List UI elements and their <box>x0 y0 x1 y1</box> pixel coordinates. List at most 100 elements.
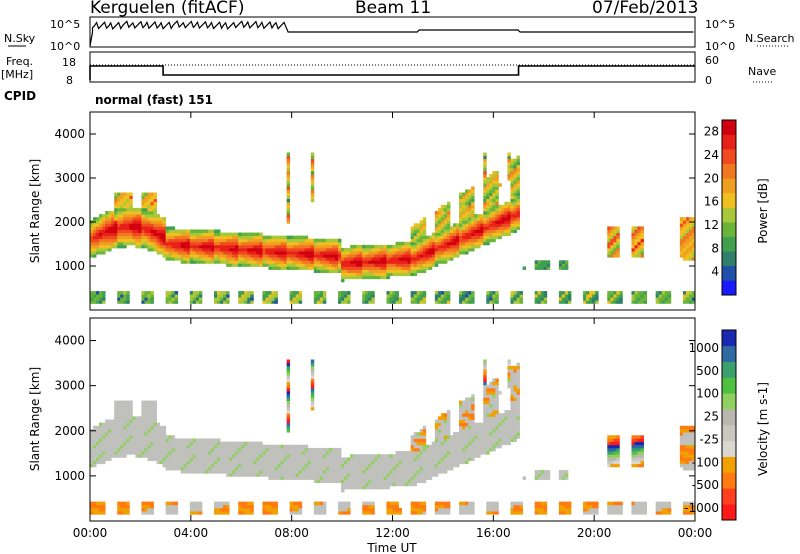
power-cell <box>365 275 369 280</box>
velocity-cell <box>168 441 173 446</box>
power-cell <box>522 266 526 270</box>
power-cell <box>226 235 230 240</box>
velocity-cell <box>129 438 133 443</box>
power-cell <box>616 241 620 246</box>
velocity-cell <box>443 460 448 465</box>
power-cell <box>513 297 517 301</box>
power-cell <box>114 238 118 243</box>
power-cell <box>371 244 375 249</box>
velocity-cell <box>156 438 160 443</box>
power-cell <box>259 260 263 264</box>
velocity-cell <box>413 447 418 452</box>
power-cell <box>564 291 569 295</box>
power-cell <box>564 300 569 304</box>
velocity-cell <box>204 457 209 461</box>
velocity-cell <box>283 473 288 477</box>
power-cell <box>658 297 663 301</box>
power-cell <box>211 238 215 243</box>
power-cell <box>471 217 475 221</box>
velocity-cell <box>492 435 496 439</box>
velocity-cell <box>247 466 251 471</box>
velocity-cell <box>99 451 103 455</box>
power-cell <box>295 300 300 304</box>
power-cell <box>434 300 439 304</box>
power-cell <box>241 291 245 295</box>
power-cell <box>289 297 294 301</box>
velocity-cell <box>144 425 148 430</box>
power-cell <box>108 211 112 215</box>
velocity-cell <box>277 454 281 458</box>
power-cell <box>316 251 321 255</box>
power-cell <box>468 204 472 209</box>
power-cell <box>356 275 360 280</box>
velocity-cell <box>247 444 251 449</box>
power-cell <box>204 254 209 258</box>
power-cell <box>392 257 396 261</box>
power-cell <box>631 244 635 249</box>
velocity-cell <box>141 413 145 417</box>
power-cell <box>453 254 457 258</box>
velocity-cell <box>217 460 221 465</box>
power-cell <box>174 241 179 246</box>
power-cell <box>637 238 641 243</box>
power-cell <box>407 254 412 258</box>
velocity-cell <box>616 454 620 458</box>
power-cell <box>610 229 614 233</box>
velocity-cell <box>495 504 499 509</box>
power-cell <box>489 186 493 190</box>
power-cell <box>356 247 360 252</box>
velocity-cell <box>468 501 472 506</box>
power-cell <box>298 291 303 295</box>
power-cell <box>126 300 130 304</box>
power-cell <box>486 204 490 209</box>
velocity-cell <box>431 447 436 452</box>
velocity-cell <box>471 397 475 401</box>
velocity-cell <box>156 435 160 439</box>
power-cell <box>310 158 315 163</box>
power-cell <box>498 226 502 230</box>
power-cell <box>350 247 354 252</box>
power-cell <box>468 229 472 233</box>
power-cell <box>177 247 182 252</box>
power-cell <box>289 300 294 304</box>
power-cell <box>510 211 514 215</box>
velocity-cell <box>117 454 121 458</box>
velocity-cell <box>93 447 97 452</box>
power-cell <box>335 244 339 249</box>
velocity-cell <box>637 447 641 452</box>
power-cell <box>513 186 517 190</box>
velocity-cell <box>413 504 418 509</box>
velocity-cell <box>592 507 596 512</box>
velocity-cell <box>534 476 539 480</box>
velocity-cell <box>256 460 260 465</box>
velocity-cell <box>489 435 493 439</box>
power-cell <box>389 251 393 255</box>
velocity-cell <box>392 507 396 512</box>
power-cell <box>204 257 209 261</box>
power-cell <box>174 247 179 252</box>
power-cell <box>319 300 324 304</box>
power-cell <box>262 238 266 243</box>
power-cell <box>510 161 514 166</box>
power-cell <box>298 263 303 267</box>
velocity-cell <box>108 438 112 443</box>
velocity-cell <box>395 460 399 465</box>
power-cell <box>404 257 409 261</box>
velocity-cell <box>507 413 511 417</box>
power-cell <box>519 294 523 298</box>
velocity-cell <box>462 406 466 411</box>
velocity-cell <box>298 457 303 461</box>
velocity-cell <box>422 460 427 465</box>
power-cell <box>211 251 215 255</box>
power-cell <box>453 223 457 227</box>
power-cell <box>395 297 399 301</box>
velocity-cell <box>338 451 342 455</box>
velocity-cell <box>513 416 517 420</box>
velocity-cell <box>480 441 484 446</box>
velocity-cell <box>468 435 472 439</box>
velocity-cell <box>510 435 514 439</box>
velocity-cell <box>195 447 200 452</box>
power-cell <box>325 241 330 246</box>
velocity-cell <box>253 444 257 449</box>
velocity-cell <box>274 460 278 465</box>
